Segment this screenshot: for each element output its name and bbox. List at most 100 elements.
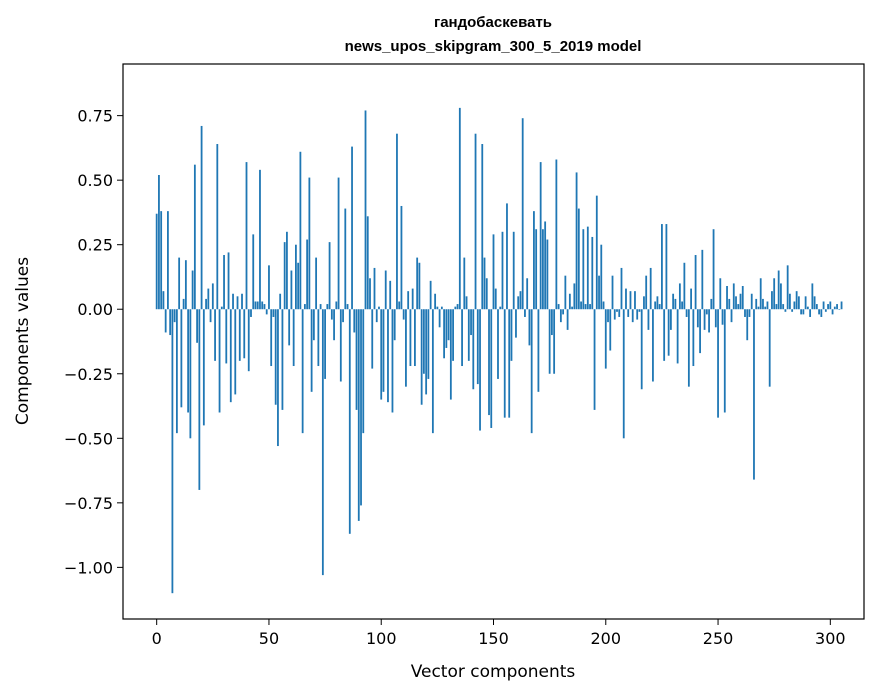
bar-147 — [485, 278, 488, 310]
bar-87 — [351, 146, 353, 310]
bar-3 — [162, 291, 165, 310]
bar-99 — [378, 306, 380, 310]
bar-32 — [227, 252, 230, 310]
bar-161 — [517, 296, 520, 310]
bar-171 — [539, 162, 542, 310]
bar-176 — [550, 309, 553, 336]
x-tick-label: 100 — [366, 629, 397, 648]
x-tick-label: 50 — [259, 629, 279, 648]
bar-22 — [205, 298, 207, 310]
bar-182 — [564, 275, 567, 310]
y-axis-label: Components values — [13, 257, 33, 425]
bar-247 — [710, 298, 713, 310]
bar-256 — [730, 309, 733, 323]
bar-195 — [593, 309, 596, 410]
bar-297 — [822, 301, 825, 310]
bar-65 — [301, 309, 304, 434]
bar-95 — [369, 278, 371, 310]
bar-196 — [595, 195, 598, 310]
bar-63 — [297, 262, 300, 310]
x-tick-label: 200 — [590, 629, 621, 648]
bar-239 — [692, 309, 695, 367]
bar-282 — [789, 293, 791, 310]
y-axis-ticks: −1.00 −0.75 −0.50 −0.25 0.00 0.25 0.50 0.75 — [64, 107, 123, 577]
bar-113 — [409, 309, 412, 367]
bar-157 — [508, 309, 511, 418]
bar-222 — [654, 301, 657, 310]
bar-100 — [380, 309, 383, 400]
bar-245 — [705, 309, 708, 315]
bar-294 — [815, 304, 818, 310]
bar-64 — [299, 151, 302, 310]
bar-303 — [836, 304, 838, 310]
bar-218 — [645, 275, 648, 310]
bar-28 — [218, 309, 221, 413]
bar-119 — [422, 309, 425, 374]
bar-172 — [542, 229, 544, 310]
bar-9 — [175, 309, 178, 434]
bar-223 — [656, 296, 659, 310]
bar-246 — [708, 309, 710, 333]
y-tick-label: −0.50 — [64, 429, 113, 448]
chart-subtitle: news_upos_skipgram_300_5_2019 model — [345, 38, 642, 55]
bar-31 — [225, 309, 228, 364]
bar-263 — [746, 309, 749, 341]
bar-189 — [580, 301, 582, 310]
bar-117 — [418, 262, 421, 310]
bar-291 — [809, 309, 812, 317]
bar-187 — [575, 172, 578, 310]
bar-19 — [198, 309, 201, 490]
bar-202 — [609, 309, 612, 351]
bar-77 — [328, 242, 331, 310]
bar-120 — [425, 309, 428, 395]
bar-198 — [600, 244, 603, 310]
bar-199 — [602, 301, 605, 310]
bar-266 — [753, 309, 755, 480]
bar-288 — [802, 309, 805, 315]
bar-197 — [598, 275, 600, 310]
bar-140 — [470, 309, 472, 336]
bar-25 — [211, 283, 214, 310]
bar-220 — [649, 267, 652, 310]
bar-15 — [189, 309, 192, 439]
bar-160 — [515, 309, 517, 338]
bar-151 — [494, 288, 497, 310]
bar-73 — [319, 304, 322, 310]
bar-114 — [411, 288, 414, 310]
bar-136 — [461, 309, 463, 367]
bar-13 — [184, 260, 187, 310]
bar-232 — [676, 309, 679, 364]
bar-235 — [683, 262, 686, 310]
bar-52 — [272, 309, 275, 317]
bar-80 — [335, 301, 338, 310]
bar-201 — [607, 309, 609, 323]
bar-296 — [820, 309, 823, 317]
bar-series — [155, 107, 843, 594]
y-tick-label: −0.25 — [64, 365, 113, 384]
bar-59 — [288, 309, 291, 346]
bar-91 — [360, 309, 362, 506]
bar-194 — [591, 236, 594, 310]
bar-128 — [443, 309, 445, 359]
bar-255 — [728, 298, 731, 310]
bar-125 — [436, 306, 439, 310]
bar-144 — [479, 309, 481, 431]
bar-127 — [440, 306, 443, 310]
x-tick-label: 0 — [152, 629, 162, 648]
bar-29 — [220, 306, 223, 310]
y-tick-label: −0.75 — [64, 494, 113, 513]
bar-10 — [178, 257, 181, 310]
bar-169 — [535, 229, 538, 310]
bar-270 — [762, 298, 764, 310]
bar-123 — [431, 309, 434, 434]
bar-164 — [524, 309, 526, 317]
bar-112 — [407, 291, 410, 310]
bar-18 — [196, 309, 198, 343]
bar-262 — [744, 309, 746, 317]
bar-215 — [638, 309, 641, 312]
bar-126 — [438, 309, 441, 328]
bar-89 — [355, 309, 358, 410]
bar-174 — [546, 239, 549, 310]
bar-181 — [562, 309, 565, 315]
bar-8 — [173, 309, 176, 323]
